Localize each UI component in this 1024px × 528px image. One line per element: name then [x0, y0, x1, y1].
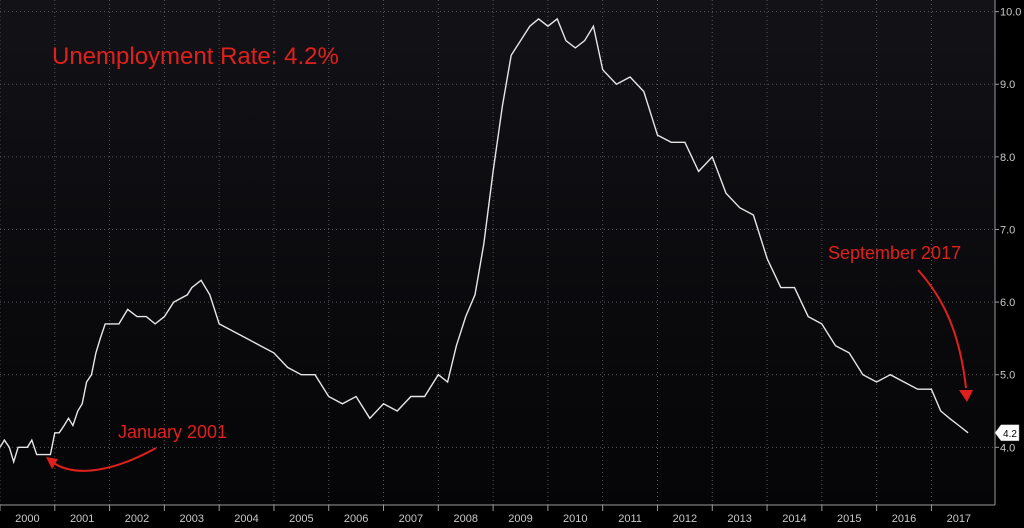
x-tick-label: 2012 [673, 513, 697, 525]
x-tick-label: 2003 [180, 513, 204, 525]
x-tick-label: 2008 [453, 513, 477, 525]
arrowhead-september-2017 [959, 390, 973, 402]
last-value-box [994, 424, 1020, 442]
y-axis: 4.0 5.0 6.0 7.0 8.0 9.0 10.0 [994, 0, 1021, 505]
x-tick-label: 2001 [70, 513, 94, 525]
x-tick-label: 2006 [344, 513, 368, 525]
x-tick-label: 2015 [837, 513, 861, 525]
arrowhead-january-2001 [46, 457, 58, 469]
y-tick-label: 7.0 [1000, 224, 1015, 236]
x-tick-label: 2002 [125, 513, 149, 525]
y-tick-label: 6.0 [1000, 297, 1015, 309]
x-tick-label: 2014 [782, 513, 806, 525]
x-tick-label: 2004 [234, 513, 258, 525]
x-tick-label: 2016 [892, 513, 916, 525]
last-value-marker: 4.2 [994, 424, 1020, 442]
x-tick-label: 2010 [563, 513, 587, 525]
chart-title: Unemployment Rate: 4.2% [52, 43, 339, 70]
x-tick-label: 2007 [399, 513, 423, 525]
y-tick-label: 5.0 [1000, 370, 1015, 382]
x-tick-label: 2011 [618, 513, 642, 525]
x-tick-label: 2017 [947, 513, 971, 525]
series-line-unemployment [0, 17, 969, 465]
x-axis: 2000 2001 2002 2003 2004 2005 2006 2007 2008 2009… [0, 504, 1024, 528]
x-tick-label: 2009 [508, 513, 532, 525]
x-tick-label: 2005 [289, 513, 313, 525]
annotation-arrow-september-2017 [917, 269, 967, 389]
x-axis-band [0, 506, 1024, 528]
annotation-january-2001: January 2001 [118, 422, 227, 442]
y-tick-label: 9.0 [1000, 79, 1015, 91]
y-tick-label: 8.0 [1000, 152, 1015, 164]
y-tick-label: 4.0 [1000, 442, 1015, 454]
y-tick-label: 10.0 [1000, 7, 1021, 19]
annotation-arrow-january-2001 [51, 447, 157, 472]
grid [0, 0, 995, 505]
annotation-september-2017: September 2017 [828, 243, 961, 263]
x-tick-label: 2000 [15, 513, 39, 525]
plot-background [0, 0, 995, 505]
last-value-label: 4.2 [1003, 429, 1017, 440]
x-tick-label: 2013 [727, 513, 751, 525]
